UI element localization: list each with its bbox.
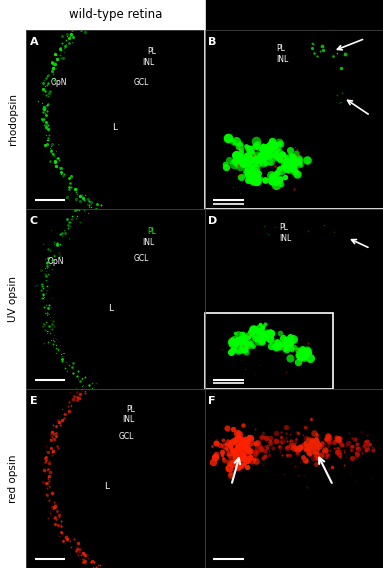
Text: INL: INL	[142, 59, 154, 67]
Text: GCL: GCL	[133, 254, 149, 263]
Text: GCL: GCL	[133, 78, 149, 87]
Text: PL: PL	[147, 48, 156, 56]
Text: C: C	[29, 216, 38, 226]
Text: GCL: GCL	[119, 432, 134, 441]
Text: B: B	[208, 37, 216, 47]
Text: L: L	[112, 123, 117, 132]
Text: D: D	[208, 216, 217, 226]
Text: E: E	[29, 396, 37, 406]
Bar	[205, 313, 333, 389]
Text: INL: INL	[280, 234, 292, 243]
Text: INL: INL	[123, 415, 135, 424]
Text: PL: PL	[147, 227, 156, 236]
Text: F: F	[208, 396, 216, 406]
Text: A: A	[29, 37, 38, 47]
Text: INL: INL	[142, 238, 154, 247]
Text: OpN: OpN	[47, 257, 64, 266]
Text: wild-type retina: wild-type retina	[69, 9, 162, 21]
Text: PL: PL	[276, 44, 285, 53]
Text: UV opsin: UV opsin	[8, 276, 18, 321]
Bar	[205, 0, 383, 209]
Text: L: L	[108, 304, 113, 313]
Text: lop: lop	[254, 9, 272, 21]
Text: retina: retina	[272, 9, 311, 21]
Text: OpN: OpN	[51, 78, 67, 87]
Text: rhodopsin: rhodopsin	[8, 93, 18, 145]
Text: L: L	[105, 482, 110, 491]
Text: INL: INL	[276, 55, 288, 64]
Text: PL: PL	[126, 404, 135, 414]
Text: red opsin: red opsin	[8, 454, 18, 503]
Text: PL: PL	[280, 223, 288, 232]
